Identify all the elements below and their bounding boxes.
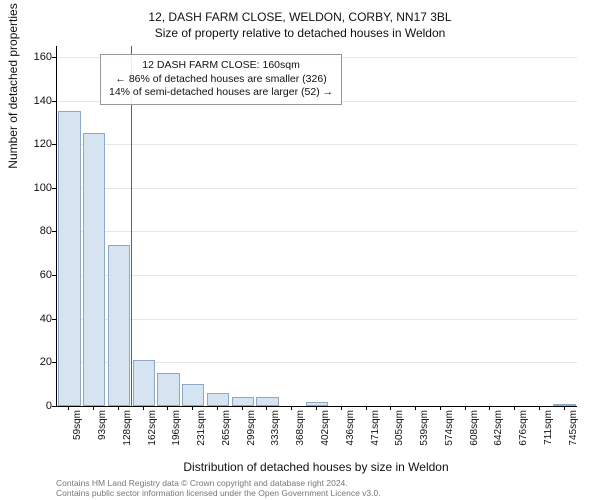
x-tick-mark — [291, 406, 292, 410]
footer-attribution: Contains HM Land Registry data © Crown c… — [56, 478, 381, 498]
x-tick-mark — [465, 406, 466, 410]
x-tick-label: 539sqm — [419, 410, 430, 470]
footer-line1: Contains HM Land Registry data © Crown c… — [56, 478, 381, 488]
chart-container: { "title": { "line1": "12, DASH FARM CLO… — [0, 0, 600, 500]
y-tick-mark — [52, 231, 56, 232]
footer-line2: Contains public sector information licen… — [56, 488, 381, 498]
histogram-bar — [553, 404, 575, 406]
x-tick-label: 333sqm — [270, 410, 281, 470]
x-tick-mark — [539, 406, 540, 410]
histogram-bar — [306, 402, 328, 406]
x-tick-mark — [341, 406, 342, 410]
histogram-bar — [58, 111, 80, 406]
x-tick-label: 676sqm — [518, 410, 529, 470]
x-tick-label: 162sqm — [147, 410, 158, 470]
x-tick-mark — [316, 406, 317, 410]
x-tick-label: 608sqm — [469, 410, 480, 470]
x-tick-mark — [68, 406, 69, 410]
histogram-bar — [182, 384, 204, 406]
x-tick-mark — [93, 406, 94, 410]
x-tick-mark — [192, 406, 193, 410]
gridline — [57, 319, 577, 320]
gridline — [57, 231, 577, 232]
histogram-bar — [232, 397, 254, 406]
x-tick-label: 196sqm — [171, 410, 182, 470]
x-tick-mark — [489, 406, 490, 410]
histogram-bar — [157, 373, 179, 406]
x-tick-label: 299sqm — [246, 410, 257, 470]
x-tick-mark — [564, 406, 565, 410]
annotation-box: 12 DASH FARM CLOSE: 160sqm ← 86% of deta… — [100, 54, 342, 105]
x-tick-mark — [514, 406, 515, 410]
y-tick-label: 100 — [22, 182, 52, 194]
y-tick-label: 160 — [22, 51, 52, 63]
x-tick-mark — [167, 406, 168, 410]
y-axis-label: Number of detached properties — [6, 0, 20, 226]
histogram-bar — [108, 245, 130, 406]
x-tick-label: 265sqm — [221, 410, 232, 470]
y-tick-mark — [52, 319, 56, 320]
x-tick-mark — [118, 406, 119, 410]
x-tick-label: 231sqm — [196, 410, 207, 470]
x-tick-label: 128sqm — [122, 410, 133, 470]
x-tick-label: 745sqm — [568, 410, 579, 470]
y-tick-label: 120 — [22, 138, 52, 150]
x-tick-label: 505sqm — [394, 410, 405, 470]
x-tick-mark — [440, 406, 441, 410]
y-tick-mark — [52, 362, 56, 363]
gridline — [57, 275, 577, 276]
chart-title-line1: 12, DASH FARM CLOSE, WELDON, CORBY, NN17… — [0, 10, 600, 24]
y-tick-mark — [52, 406, 56, 407]
x-tick-mark — [415, 406, 416, 410]
y-tick-mark — [52, 144, 56, 145]
x-tick-label: 93sqm — [97, 410, 108, 470]
annotation-line2: ← 86% of detached houses are smaller (32… — [109, 73, 333, 87]
annotation-line1: 12 DASH FARM CLOSE: 160sqm — [109, 59, 333, 73]
histogram-bar — [133, 360, 155, 406]
x-tick-label: 436sqm — [345, 410, 356, 470]
histogram-bar — [256, 397, 278, 406]
gridline — [57, 188, 577, 189]
y-tick-mark — [52, 275, 56, 276]
x-tick-label: 642sqm — [493, 410, 504, 470]
y-tick-mark — [52, 57, 56, 58]
y-tick-mark — [52, 188, 56, 189]
x-tick-mark — [366, 406, 367, 410]
x-tick-mark — [266, 406, 267, 410]
y-tick-label: 60 — [22, 269, 52, 281]
x-tick-label: 368sqm — [295, 410, 306, 470]
histogram-bar — [83, 133, 105, 406]
x-tick-mark — [143, 406, 144, 410]
x-tick-label: 711sqm — [543, 410, 554, 470]
chart-title-line2: Size of property relative to detached ho… — [0, 26, 600, 40]
y-tick-label: 20 — [22, 356, 52, 368]
x-tick-label: 59sqm — [72, 410, 83, 470]
gridline — [57, 144, 577, 145]
y-tick-label: 80 — [22, 225, 52, 237]
histogram-bar — [207, 393, 229, 406]
x-tick-label: 471sqm — [370, 410, 381, 470]
x-tick-label: 402sqm — [320, 410, 331, 470]
x-tick-mark — [390, 406, 391, 410]
y-tick-mark — [52, 101, 56, 102]
x-tick-mark — [217, 406, 218, 410]
annotation-line3: 14% of semi-detached houses are larger (… — [109, 86, 333, 100]
y-tick-label: 140 — [22, 95, 52, 107]
y-tick-label: 40 — [22, 313, 52, 325]
x-tick-mark — [242, 406, 243, 410]
x-tick-label: 574sqm — [444, 410, 455, 470]
y-tick-label: 0 — [22, 400, 52, 412]
